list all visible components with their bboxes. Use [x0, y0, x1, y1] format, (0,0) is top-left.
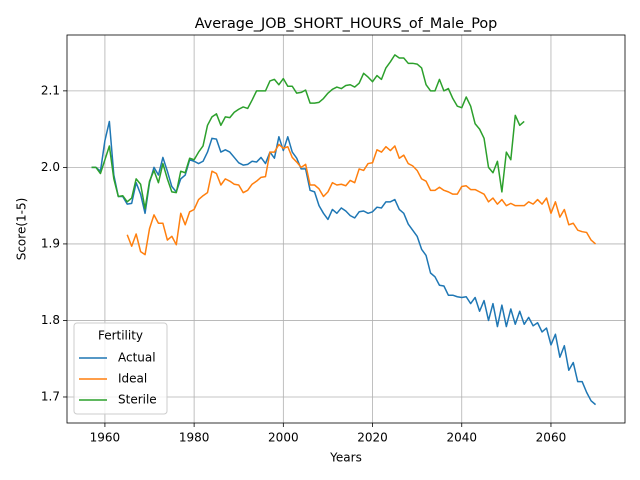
y-axis-label: Score(1-5)	[15, 198, 29, 261]
x-tick-label: 2040	[446, 431, 477, 445]
plot-frame	[66, 34, 626, 424]
chart-title: Average_JOB_SHORT_HOURS_of_Male_Pop	[195, 16, 498, 32]
x-tick-label: 1980	[179, 431, 210, 445]
legend-label: Actual	[118, 351, 156, 365]
legend-box	[73, 322, 168, 415]
y-tick-label: 1.9	[41, 236, 60, 250]
series-line	[91, 54, 525, 210]
x-tick-label: 2020	[357, 431, 388, 445]
x-tick-label: 2060	[536, 431, 567, 445]
x-tick-label: 2000	[268, 431, 299, 445]
x-axis-label: Years	[329, 451, 362, 465]
y-tick-label: 2.0	[41, 160, 60, 174]
y-tick-label: 2.1	[41, 83, 60, 97]
y-tick-label: 1.7	[41, 389, 60, 403]
legend-label: Ideal	[118, 372, 147, 386]
legend-title: Fertility	[98, 329, 143, 343]
series-line	[91, 120, 597, 406]
series-line	[126, 143, 597, 256]
legend-label: Sterile	[118, 393, 157, 407]
x-tick-label: 1960	[90, 431, 121, 445]
y-tick-label: 1.8	[41, 313, 60, 327]
